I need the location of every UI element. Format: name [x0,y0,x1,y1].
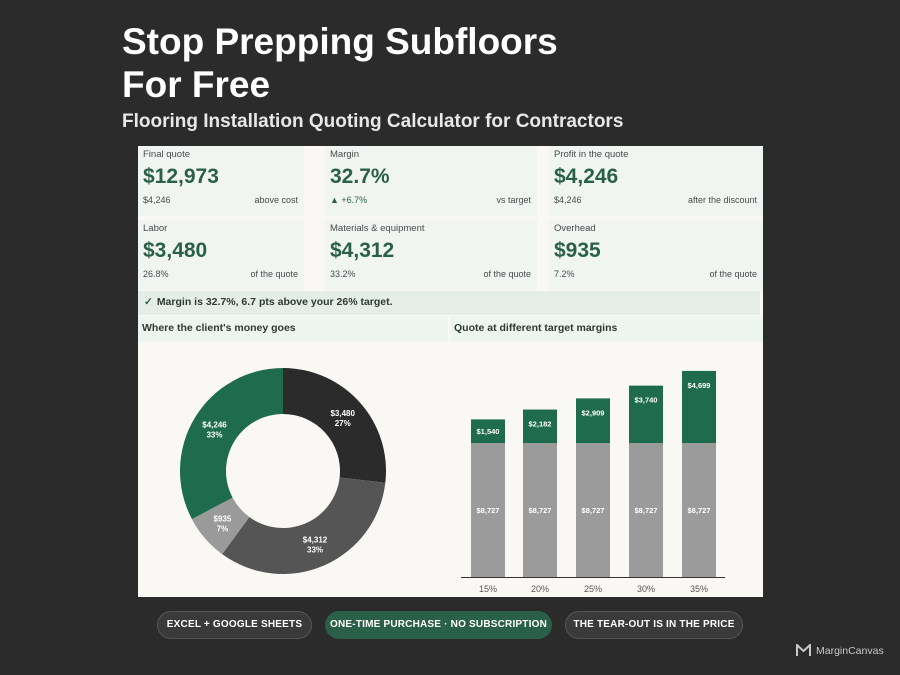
kpi-value: $4,246 [554,165,619,188]
kpi-value: $4,312 [330,239,395,262]
donut-slice-pct: 33% [307,545,323,554]
brand-name: MarginCanvas [816,644,884,657]
bar-profit-segment [471,419,505,444]
bar-value-label: $8,727 [529,506,552,515]
donut-slice-0 [283,368,386,483]
kpi-label: Overhead [554,223,596,234]
headline-line-2: For Free [122,64,271,105]
check-icon: ✓ [144,296,153,308]
kpi-card-labor: Labor $3,480 26.8% of the quote [138,220,304,290]
margin-status-banner: ✓ Margin is 32.7%, 6.7 pts above your 26%… [138,291,760,315]
headline-line-1: Stop Prepping Subfloors [122,21,558,62]
kpi-card-materials: Materials & equipment $4,312 33.2% of th… [325,220,537,290]
pill-one-time-purchase: ONE-TIME PURCHASE · NO SUBSCRIPTION [325,611,552,639]
donut-slice-label: $4,246 [202,421,227,430]
x-tick-label: 25% [584,584,602,594]
kpi-value: $3,480 [143,239,208,262]
bar-profit-segment [523,409,557,444]
donut-slice-label: $3,480 [330,409,355,418]
bar-value-label: $3,740 [635,396,658,405]
kpi-label: Margin [330,149,360,160]
kpi-note: vs target [496,195,531,205]
kpi-label: Materials & equipment [330,223,425,234]
bar-profit-segment [576,398,610,444]
kpi-card-overhead: Overhead $935 7.2% of the quote [549,220,763,290]
kpi-sub: 33.2% [330,269,356,279]
bar-value-label: $8,727 [477,506,500,515]
subtitle: Flooring Installation Quoting Calculator… [122,111,624,132]
bar-cost-segment [471,443,505,577]
section-heading-money: Where the client's money goes [138,316,448,342]
donut-slice-label: $4,312 [303,535,328,544]
kpi-label: Final quote [143,149,191,160]
x-tick-label: 20% [531,584,549,594]
kpi-value: 32.7% [330,165,390,188]
kpi-note: of the quote [709,269,757,279]
kpi-note: of the quote [483,269,531,279]
banner-text: Margin is 32.7%, 6.7 pts above your 26% … [156,296,393,308]
kpi-card-margin: Margin 32.7% ▲ +6.7% vs target [325,146,537,216]
brand-logo: MarginCanvas [796,644,884,657]
bar-value-label: $2,182 [529,420,552,429]
stacked-bar-chart: $8,727 $1,540 15% $8,727 $2,182 20% $8,727 $2,9… [461,370,725,594]
section-heading-margins: Quote at different target margins [450,316,763,342]
kpi-value: $12,973 [143,165,219,188]
pill-tear-out: THE TEAR-OUT IS IN THE PRICE [565,611,743,639]
donut-slice-label: $935 [214,514,232,523]
headline: Stop Prepping Subfloors For Free [122,20,722,106]
kpi-sub: $4,246 [554,195,582,205]
x-tick-label: 15% [479,584,497,594]
donut-slice-pct: 27% [335,419,351,428]
x-tick-label: 35% [690,584,708,594]
donut-slice-2 [191,497,250,555]
bar-value-label: $8,727 [582,506,605,515]
kpi-card-profit: Profit in the quote $4,246 $4,246 after … [549,146,763,216]
kpi-note: of the quote [250,269,298,279]
kpi-sub: 7.2% [554,269,575,279]
kpi-sub: 26.8% [143,269,169,279]
bar-value-label: $8,727 [688,506,711,515]
kpi-note: after the discount [687,195,757,205]
bar-cost-segment [523,443,557,577]
donut-slice-pct: 33% [206,431,222,440]
bar-profit-segment [682,370,716,444]
kpi-sub: ▲ +6.7% [330,195,368,205]
donut-slice-1 [222,477,386,575]
donut-slice-pct: 7% [217,524,229,533]
x-tick-label: 30% [637,584,655,594]
kpi-note: above cost [254,195,298,205]
pill-excel-google-sheets: EXCEL + GOOGLE SHEETS [157,611,312,639]
kpi-value: $935 [554,239,601,262]
kpi-sub: $4,246 [143,195,171,205]
bar-cost-segment [629,443,663,577]
bar-value-label: $4,699 [688,381,711,390]
margincanvas-logo-icon [796,644,811,656]
kpi-label: Profit in the quote [554,149,629,160]
donut-slice-3 [180,368,283,520]
bar-profit-segment [629,385,663,444]
bar-value-label: $1,540 [477,427,500,436]
bar-cost-segment [576,443,610,577]
spreadsheet-dashboard: Final quote $12,973 $4,246 above cost Ma… [138,146,763,597]
bar-value-label: $2,909 [582,408,605,417]
bar-cost-segment [682,443,716,577]
kpi-card-final-quote: Final quote $12,973 $4,246 above cost [138,146,304,216]
bar-value-label: $8,727 [635,506,658,515]
kpi-label: Labor [143,223,168,234]
